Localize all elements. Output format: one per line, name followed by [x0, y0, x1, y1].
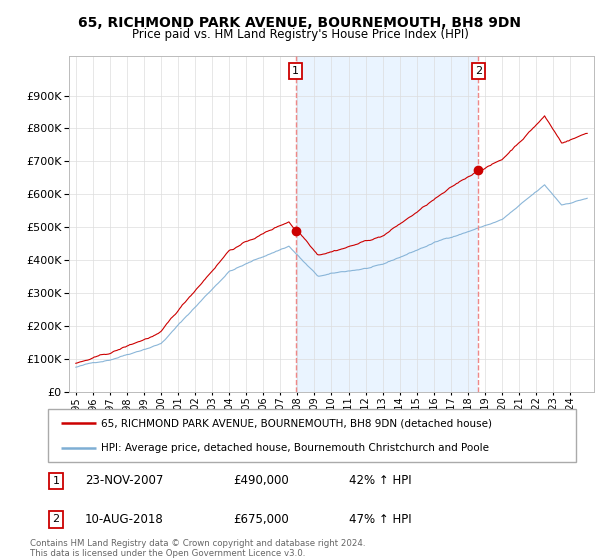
Text: Price paid vs. HM Land Registry's House Price Index (HPI): Price paid vs. HM Land Registry's House … [131, 28, 469, 41]
Text: Contains HM Land Registry data © Crown copyright and database right 2024.
This d: Contains HM Land Registry data © Crown c… [30, 539, 365, 558]
Text: 2: 2 [52, 515, 59, 524]
Text: 65, RICHMOND PARK AVENUE, BOURNEMOUTH, BH8 9DN (detached house): 65, RICHMOND PARK AVENUE, BOURNEMOUTH, B… [101, 418, 492, 428]
Text: 1: 1 [292, 66, 299, 76]
Text: HPI: Average price, detached house, Bournemouth Christchurch and Poole: HPI: Average price, detached house, Bour… [101, 442, 489, 452]
Text: 1: 1 [52, 476, 59, 486]
Text: 65, RICHMOND PARK AVENUE, BOURNEMOUTH, BH8 9DN: 65, RICHMOND PARK AVENUE, BOURNEMOUTH, B… [79, 16, 521, 30]
Text: £490,000: £490,000 [233, 474, 289, 487]
Text: 47% ↑ HPI: 47% ↑ HPI [349, 513, 412, 526]
Bar [296, 56, 478, 392]
Text: 23-NOV-2007: 23-NOV-2007 [85, 474, 163, 487]
Text: 10-AUG-2018: 10-AUG-2018 [85, 513, 164, 526]
Text: £675,000: £675,000 [233, 513, 289, 526]
FancyBboxPatch shape [48, 409, 576, 462]
Text: 2: 2 [475, 66, 482, 76]
Text: 42% ↑ HPI: 42% ↑ HPI [349, 474, 412, 487]
